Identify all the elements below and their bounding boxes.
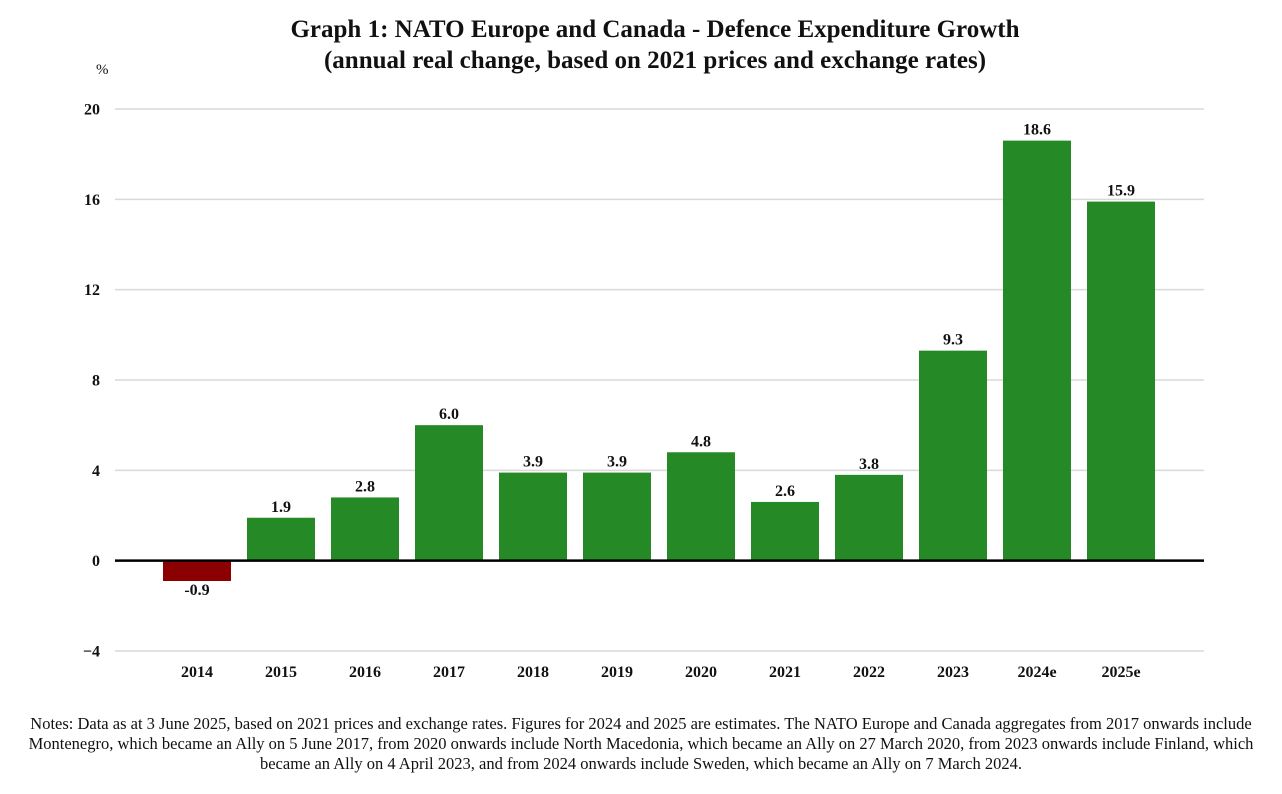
bar-chart: −4 0 4 8 12 16 20 -0.9 1.9 2.8 6.0 3.9 3.9 4.8 2.6 3.8… — [83, 102, 1204, 681]
bar — [583, 472, 651, 561]
x-tick-label: 2025e — [1101, 664, 1140, 681]
x-tick-label: 2022 — [853, 664, 885, 681]
y-tick-label: 20 — [84, 102, 100, 119]
data-label: 2.6 — [775, 483, 795, 500]
chart-notes: Notes: Data as at 3 June 2025, based on … — [28, 714, 1254, 773]
x-tick-label: 2016 — [349, 664, 381, 681]
bar — [1087, 201, 1155, 561]
x-tick-label: 2014 — [181, 664, 213, 681]
x-tick-label: 2020 — [685, 664, 717, 681]
y-tick-label: 8 — [92, 373, 100, 390]
x-tick-label: 2018 — [517, 664, 549, 681]
y-tick-label: 4 — [92, 463, 100, 480]
x-tick-label: 2021 — [769, 664, 801, 681]
data-label: 3.9 — [607, 454, 627, 471]
chart-title: Graph 1: NATO Europe and Canada - Defenc… — [0, 14, 1282, 76]
bar — [1003, 140, 1071, 561]
x-tick-label: 2019 — [601, 664, 633, 681]
bar — [247, 517, 315, 561]
data-label: 3.9 — [523, 454, 543, 471]
y-tick-label: −4 — [83, 644, 100, 661]
bar — [835, 474, 903, 561]
data-label: 18.6 — [1023, 122, 1051, 139]
bar — [331, 497, 399, 561]
bar — [919, 350, 987, 561]
chart-subtitle: (annual real change, based on 2021 price… — [323, 47, 987, 74]
x-tick-label: 2023 — [937, 664, 969, 681]
y-axis-ticks: −4 0 4 8 12 16 20 — [83, 102, 100, 661]
chart-title-main: Graph 1: NATO Europe and Canada - Defenc… — [290, 16, 1020, 43]
data-label: 6.0 — [439, 406, 459, 423]
data-label: 3.8 — [859, 456, 879, 473]
data-label: 1.9 — [271, 499, 291, 516]
data-label: 4.8 — [691, 433, 711, 450]
x-axis-ticks: 2014 2015 2016 2017 2018 2019 2020 2021 2022 2023… — [181, 664, 1141, 681]
bar — [415, 425, 483, 561]
y-tick-label: 0 — [92, 553, 100, 570]
x-tick-label: 2017 — [433, 664, 465, 681]
y-tick-label: 16 — [84, 192, 100, 209]
data-label: 2.8 — [355, 478, 375, 495]
bar — [499, 472, 567, 561]
y-tick-label: 12 — [84, 282, 100, 299]
bars — [163, 140, 1155, 581]
data-label: 9.3 — [943, 332, 963, 349]
y-axis-unit-label: % — [96, 62, 109, 78]
bar — [163, 560, 231, 581]
bar — [667, 452, 735, 561]
x-tick-label: 2024e — [1017, 664, 1056, 681]
data-label: 15.9 — [1107, 183, 1135, 200]
data-labels: -0.9 1.9 2.8 6.0 3.9 3.9 4.8 2.6 3.8 9.3 18.6 15.9 — [184, 122, 1135, 599]
data-label: -0.9 — [184, 582, 209, 599]
x-tick-label: 2015 — [265, 664, 297, 681]
bar — [751, 501, 819, 561]
